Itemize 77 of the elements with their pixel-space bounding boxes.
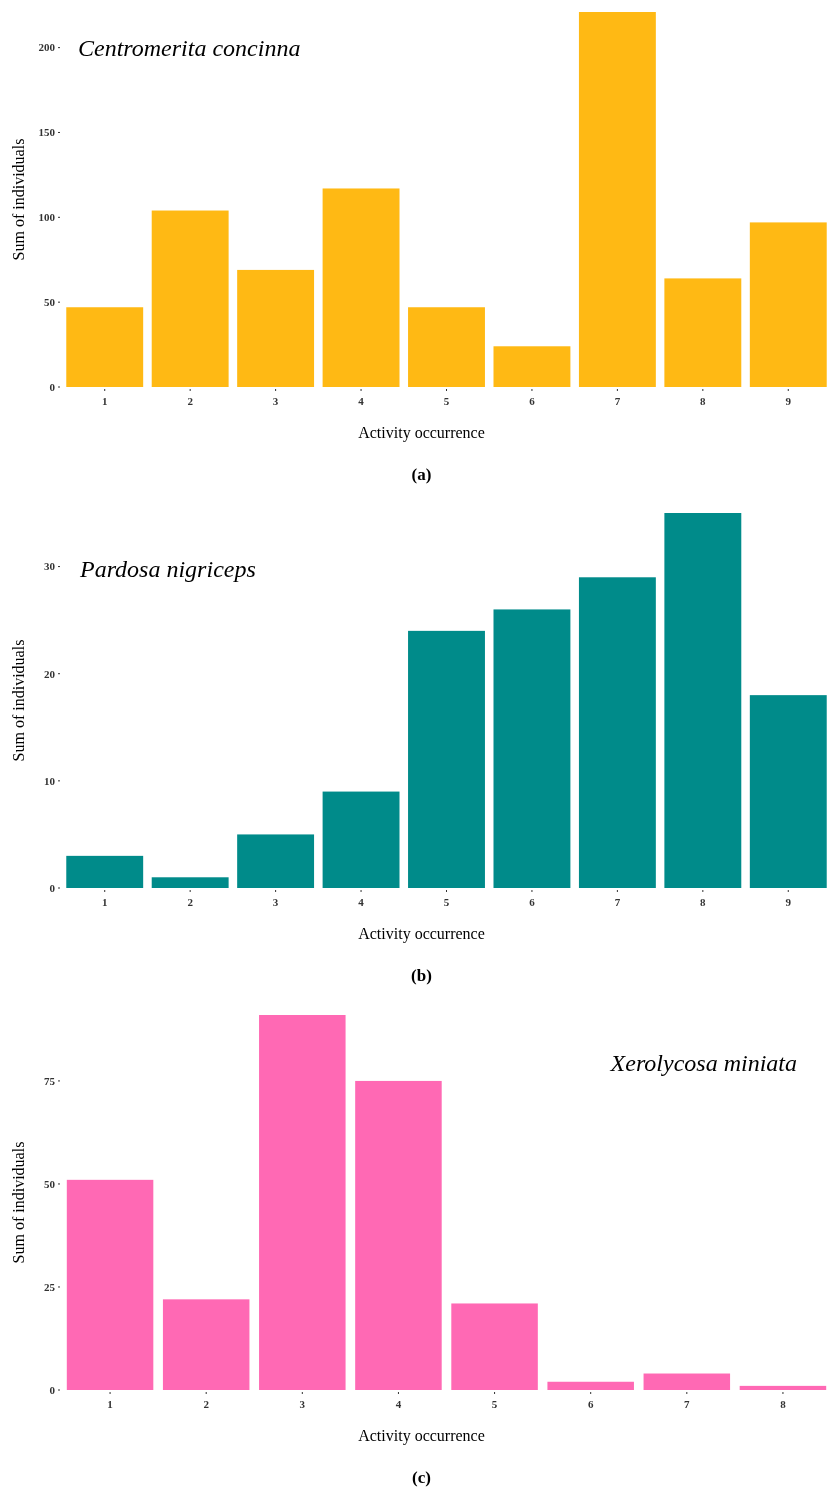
bar xyxy=(408,630,485,888)
bar xyxy=(322,791,400,888)
bar xyxy=(66,855,144,888)
x-tick-label: 5 xyxy=(443,896,450,908)
x-tick-label: 1 xyxy=(101,896,108,908)
y-tick-label: 100 xyxy=(38,211,56,224)
y-tick-label: 200 xyxy=(38,41,56,54)
x-tick-label: 7 xyxy=(614,896,621,908)
x-tick-label: 7 xyxy=(684,1398,691,1410)
y-tick-label: 25 xyxy=(44,1280,56,1293)
x-tick-label: 8 xyxy=(700,395,707,407)
x-tick-label: 4 xyxy=(358,896,365,908)
y-tick-label: 0 xyxy=(49,1383,56,1396)
bar xyxy=(547,1381,634,1390)
x-tick-label: 2 xyxy=(203,1398,210,1410)
bar xyxy=(578,577,656,888)
x-tick-label: 2 xyxy=(187,896,194,908)
y-axis-title: Sum of individuals xyxy=(10,1141,27,1264)
text: (a) xyxy=(411,465,432,484)
bar xyxy=(408,307,485,387)
bar xyxy=(578,12,656,387)
y-tick-label: 30 xyxy=(44,560,56,573)
bar xyxy=(493,609,571,888)
x-tick-label: 6 xyxy=(529,395,536,407)
bar xyxy=(66,1179,154,1390)
bar xyxy=(322,188,400,387)
x-tick-label: 1 xyxy=(101,395,108,407)
x-tick-label: 4 xyxy=(395,1398,402,1410)
bar xyxy=(151,210,229,387)
bar xyxy=(664,278,742,387)
x-tick-label: 9 xyxy=(785,395,792,407)
x-axis-title: Activity occurrence xyxy=(358,424,485,442)
x-tick-label: 5 xyxy=(443,395,450,407)
y-axis-title: Sum of individuals xyxy=(10,138,27,261)
x-tick-label: 2 xyxy=(187,395,194,407)
y-tick-label: 75 xyxy=(44,1074,56,1087)
y-tick-label: 0 xyxy=(49,881,56,894)
x-tick-label: 9 xyxy=(785,896,792,908)
bar xyxy=(162,1299,250,1390)
text: Pardosa nigriceps xyxy=(79,556,256,582)
x-tick-label: 6 xyxy=(529,896,536,908)
bar xyxy=(151,877,229,888)
y-tick-label: 150 xyxy=(38,126,56,139)
x-tick-label: 3 xyxy=(272,395,279,407)
x-axis-title: Activity occurrence xyxy=(358,925,485,943)
bar xyxy=(451,1303,538,1390)
y-tick-label: 20 xyxy=(44,667,56,680)
bar xyxy=(749,695,827,888)
bar xyxy=(643,1373,731,1390)
x-tick-label: 1 xyxy=(107,1398,113,1410)
bar xyxy=(237,269,315,387)
bar xyxy=(749,222,827,387)
x-tick-label: 7 xyxy=(614,395,621,407)
x-tick-label: 3 xyxy=(272,896,279,908)
x-tick-label: 3 xyxy=(299,1398,306,1410)
x-tick-label: 8 xyxy=(780,1398,787,1410)
x-axis-title: Activity occurrence xyxy=(358,1427,485,1445)
y-tick-label: 50 xyxy=(44,296,56,309)
bar xyxy=(355,1080,442,1390)
x-tick-label: 6 xyxy=(587,1398,594,1410)
bar xyxy=(739,1385,827,1390)
text: Xerolycosa miniata xyxy=(609,1050,797,1076)
y-tick-label: 50 xyxy=(44,1177,56,1190)
bar xyxy=(493,346,571,387)
y-tick-label: 0 xyxy=(49,380,56,393)
text: Centromerita concinna xyxy=(78,35,301,61)
x-tick-label: 5 xyxy=(491,1398,498,1410)
x-tick-label: 8 xyxy=(700,896,707,908)
text: (c) xyxy=(412,1468,431,1487)
bar xyxy=(664,513,742,888)
y-axis-title: Sum of individuals xyxy=(10,639,27,762)
bar xyxy=(259,1015,346,1390)
x-tick-label: 4 xyxy=(358,395,365,407)
text: (b) xyxy=(411,966,432,985)
y-tick-label: 10 xyxy=(44,774,56,787)
bar xyxy=(237,834,315,888)
bar xyxy=(66,307,144,387)
